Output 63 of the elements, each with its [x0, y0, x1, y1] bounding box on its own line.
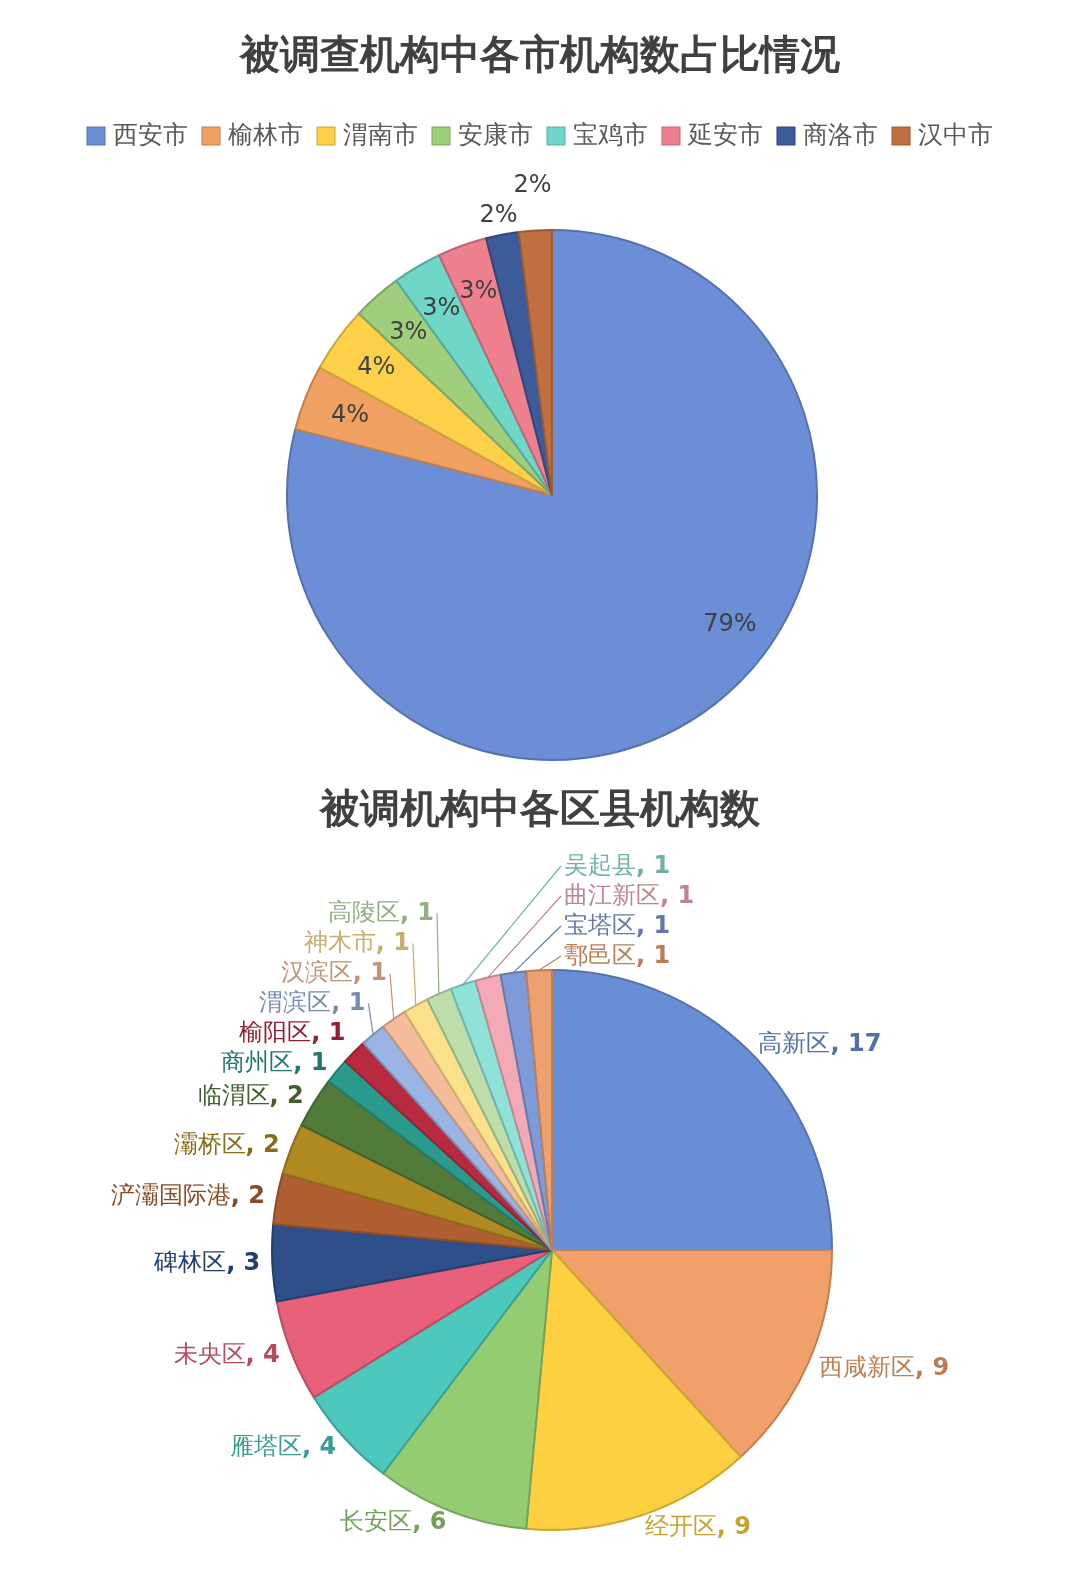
legend-label: 商洛市 [803, 120, 878, 149]
data-label: 2% [479, 200, 518, 229]
data-label: 2% [513, 169, 552, 198]
data-label: , 4 [302, 1431, 337, 1460]
data-label: 4% [357, 352, 396, 381]
slice-label: 曲江新区 [564, 881, 660, 909]
pie-slice [300, 1080, 553, 1251]
legend-label: 渭南市 [343, 120, 418, 149]
legend-label: 汉中市 [918, 120, 993, 149]
data-label: , 1 [293, 1048, 328, 1077]
data-label: , 9 [915, 1352, 950, 1381]
slice-label: 碑林区 [153, 1248, 227, 1277]
data-label: , 1 [399, 898, 435, 927]
data-label: , 1 [636, 941, 671, 969]
data-label: , 1 [375, 928, 410, 957]
chart-title: 被调查机构中各市机构数占比情况 [238, 30, 840, 77]
slice-label: 高新区 [758, 1028, 831, 1057]
pie-slice [281, 1124, 553, 1251]
legend-label: 榆林市 [228, 120, 303, 149]
data-label: 3% [459, 275, 498, 304]
pie-slice [312, 1249, 553, 1475]
pie-slice [517, 229, 553, 496]
slice-label: 未央区 [173, 1340, 246, 1369]
legend-label: 西安市 [113, 120, 188, 149]
slice-label: 商州区 [221, 1048, 294, 1077]
data-label: , 1 [331, 988, 366, 1017]
slice-label: 浐灞国际港 [110, 1181, 231, 1210]
slice-label: 临渭区 [197, 1081, 270, 1110]
slice-label: 榆阳区 [239, 1018, 312, 1047]
data-label: , 1 [660, 881, 695, 909]
slice-label: 神木市 [303, 928, 376, 957]
data-label: 4% [330, 400, 369, 429]
data-label: , 2 [245, 1129, 280, 1158]
data-label: , 1 [636, 911, 671, 939]
data-label: , 2 [230, 1181, 265, 1210]
slice-label: 经开区 [644, 1511, 717, 1540]
slice-label: 灞桥区 [173, 1129, 246, 1158]
data-label: , 6 [412, 1507, 447, 1536]
legend-label: 宝鸡市 [573, 120, 648, 149]
data-label: , 2 [269, 1081, 304, 1110]
slice-label: 长安区 [340, 1507, 413, 1536]
slice-label: 吴起县 [564, 851, 636, 879]
data-label: , 17 [830, 1028, 882, 1057]
pie-slice [286, 229, 818, 761]
data-label: , 1 [311, 1018, 346, 1047]
chart-title: 被调机构中各区县机构数 [318, 784, 761, 831]
pie-slice [551, 969, 833, 1251]
slice-label: 汉滨区 [280, 958, 353, 987]
slice-label: 鄠邑区 [564, 941, 636, 969]
data-label: , 1 [636, 851, 671, 879]
slice-label: 渭滨区 [259, 988, 332, 1017]
slice-label: 雁塔区 [230, 1431, 303, 1460]
slice-label: 高陵区 [327, 898, 400, 927]
data-label: , 4 [245, 1340, 280, 1369]
slice-label: 宝塔区 [564, 911, 636, 939]
pie-slice [272, 1172, 553, 1251]
legend-label: 安康市 [458, 120, 533, 149]
legend-label: 延安市 [687, 120, 763, 149]
data-label: , 3 [226, 1248, 261, 1277]
data-label: 79% [703, 609, 757, 638]
data-label: , 1 [352, 958, 387, 987]
data-label: , 9 [716, 1511, 751, 1540]
slice-label: 西咸新区 [819, 1352, 916, 1381]
